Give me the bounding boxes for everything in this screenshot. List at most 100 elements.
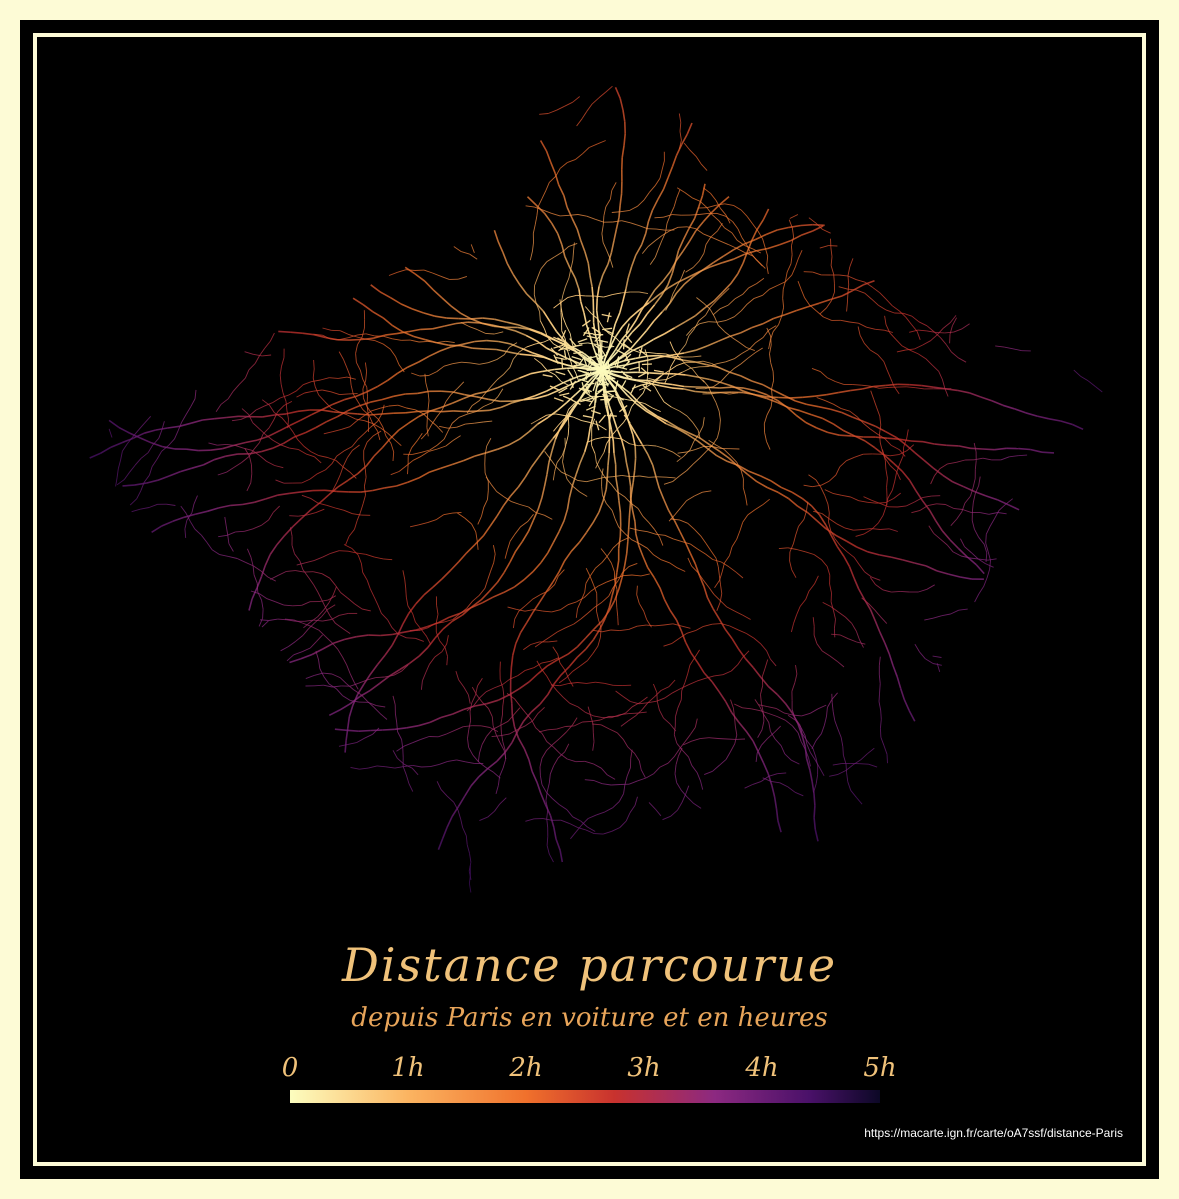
road-segment-54 xyxy=(790,396,803,399)
road-segment-3029 xyxy=(627,399,637,402)
road-segment-1144 xyxy=(453,246,462,252)
road-segment-365 xyxy=(487,760,498,770)
road-segment-2564 xyxy=(766,256,769,266)
road-segment-1745 xyxy=(464,517,472,525)
road-segment-1753 xyxy=(219,554,229,557)
road-segment-878 xyxy=(566,206,573,219)
road-segment-2152 xyxy=(346,683,354,690)
road-segment-3171 xyxy=(674,707,679,717)
road-segment-2955 xyxy=(536,660,542,670)
road-segment-2080 xyxy=(640,573,650,577)
road-segment-963 xyxy=(667,273,673,286)
road-segment-3137 xyxy=(302,647,311,653)
road-segment-82 xyxy=(636,379,649,382)
road-segment-2890 xyxy=(926,330,936,333)
road-segment-893 xyxy=(602,263,609,276)
road-segment-2814 xyxy=(573,242,575,252)
road-segment-255 xyxy=(625,541,629,554)
road-segment-1163 xyxy=(734,310,742,318)
road-segment-2328 xyxy=(412,764,422,768)
road-segment-1316 xyxy=(329,377,339,379)
road-segment-678 xyxy=(407,361,420,368)
road-segment-837 xyxy=(517,326,530,331)
road-segment-3140 xyxy=(790,623,795,633)
road-segment-548 xyxy=(463,455,476,462)
road-segment-951 xyxy=(790,234,802,242)
source-link[interactable]: https://macarte.ign.fr/carte/oA7ssf/dist… xyxy=(864,1126,1123,1140)
road-segment-3149 xyxy=(886,369,892,379)
road-segment-1022 xyxy=(694,307,706,317)
road-segment-2481 xyxy=(512,351,520,360)
road-segment-306 xyxy=(659,587,666,600)
road-segment-2137 xyxy=(889,332,897,340)
road-segment-2175 xyxy=(710,230,718,238)
road-segment-1821 xyxy=(686,463,694,471)
road-segment-3183 xyxy=(800,727,806,736)
road-segment-3130 xyxy=(552,737,561,745)
road-segment-3125 xyxy=(539,775,543,785)
map-canvas[interactable] xyxy=(52,52,1127,1147)
road-segment-1426 xyxy=(899,310,907,318)
road-segment-200 xyxy=(813,805,816,818)
road-segment-2143 xyxy=(931,364,940,372)
road-segment-227 xyxy=(835,534,847,542)
road-segment-378 xyxy=(608,417,611,430)
road-segment-882 xyxy=(549,161,556,174)
road-segment-480 xyxy=(432,578,443,588)
road-segment-546 xyxy=(485,448,498,454)
road-segment-2963 xyxy=(761,721,765,730)
road-segment-1660 xyxy=(339,337,349,341)
road-segment-1269 xyxy=(855,533,865,537)
road-segment-1771 xyxy=(696,677,706,682)
road-segment-1648 xyxy=(445,340,455,344)
road-segment-1845 xyxy=(250,556,254,566)
road-segment-3351 xyxy=(594,333,603,343)
road-segment-2190 xyxy=(569,822,578,828)
road-segment-3288 xyxy=(638,349,648,357)
road-segment-3144 xyxy=(805,590,810,600)
road-segment-1816 xyxy=(716,428,721,438)
road-segment-1573 xyxy=(940,337,947,345)
road-segment-1977 xyxy=(411,440,418,449)
road-segment-2652 xyxy=(314,616,323,623)
road-segment-395 xyxy=(532,601,541,613)
road-segment-2517 xyxy=(565,623,574,629)
road-segment-530 xyxy=(369,682,381,692)
road-segment-1448 xyxy=(348,529,355,537)
road-segment-617 xyxy=(122,484,135,487)
road-segment-3211 xyxy=(832,763,842,766)
road-segment-2445 xyxy=(610,562,615,572)
road-segment-2707 xyxy=(549,458,556,467)
road-segment-988 xyxy=(710,203,721,214)
road-segment-417 xyxy=(559,850,564,863)
road-segment-1719 xyxy=(689,441,695,450)
road-segment-1097 xyxy=(828,518,837,525)
road-segment-1986 xyxy=(776,716,786,721)
road-segment-596 xyxy=(358,401,371,407)
road-segment-2269 xyxy=(134,458,142,466)
road-segment-1549 xyxy=(770,398,773,408)
road-segment-2086 xyxy=(282,392,287,402)
road-segment-3377 xyxy=(561,357,564,369)
road-segment-2888 xyxy=(909,329,919,333)
road-segment-571 xyxy=(195,510,208,515)
road-segment-3090 xyxy=(708,439,717,446)
road-segment-929 xyxy=(680,133,689,145)
road-segment-908 xyxy=(614,86,621,99)
road-segment-194 xyxy=(801,734,806,747)
road-segment-2408 xyxy=(787,786,796,793)
road-segment-2917 xyxy=(483,499,488,508)
road-segment-483 xyxy=(408,603,417,614)
road-segment-2950 xyxy=(562,696,571,704)
road-segment-2563 xyxy=(766,264,769,274)
road-segment-926 xyxy=(667,166,674,179)
road-segment-2159 xyxy=(934,468,941,477)
road-segment-2682 xyxy=(742,514,749,523)
road-segment-3034 xyxy=(820,371,828,378)
road-segment-2850 xyxy=(678,113,682,123)
road-segment-2627 xyxy=(702,360,712,364)
road-segment-2710 xyxy=(569,475,578,481)
road-segment-2277 xyxy=(826,707,828,717)
road-segment-1844 xyxy=(246,548,252,558)
road-segment-1017 xyxy=(642,338,654,347)
